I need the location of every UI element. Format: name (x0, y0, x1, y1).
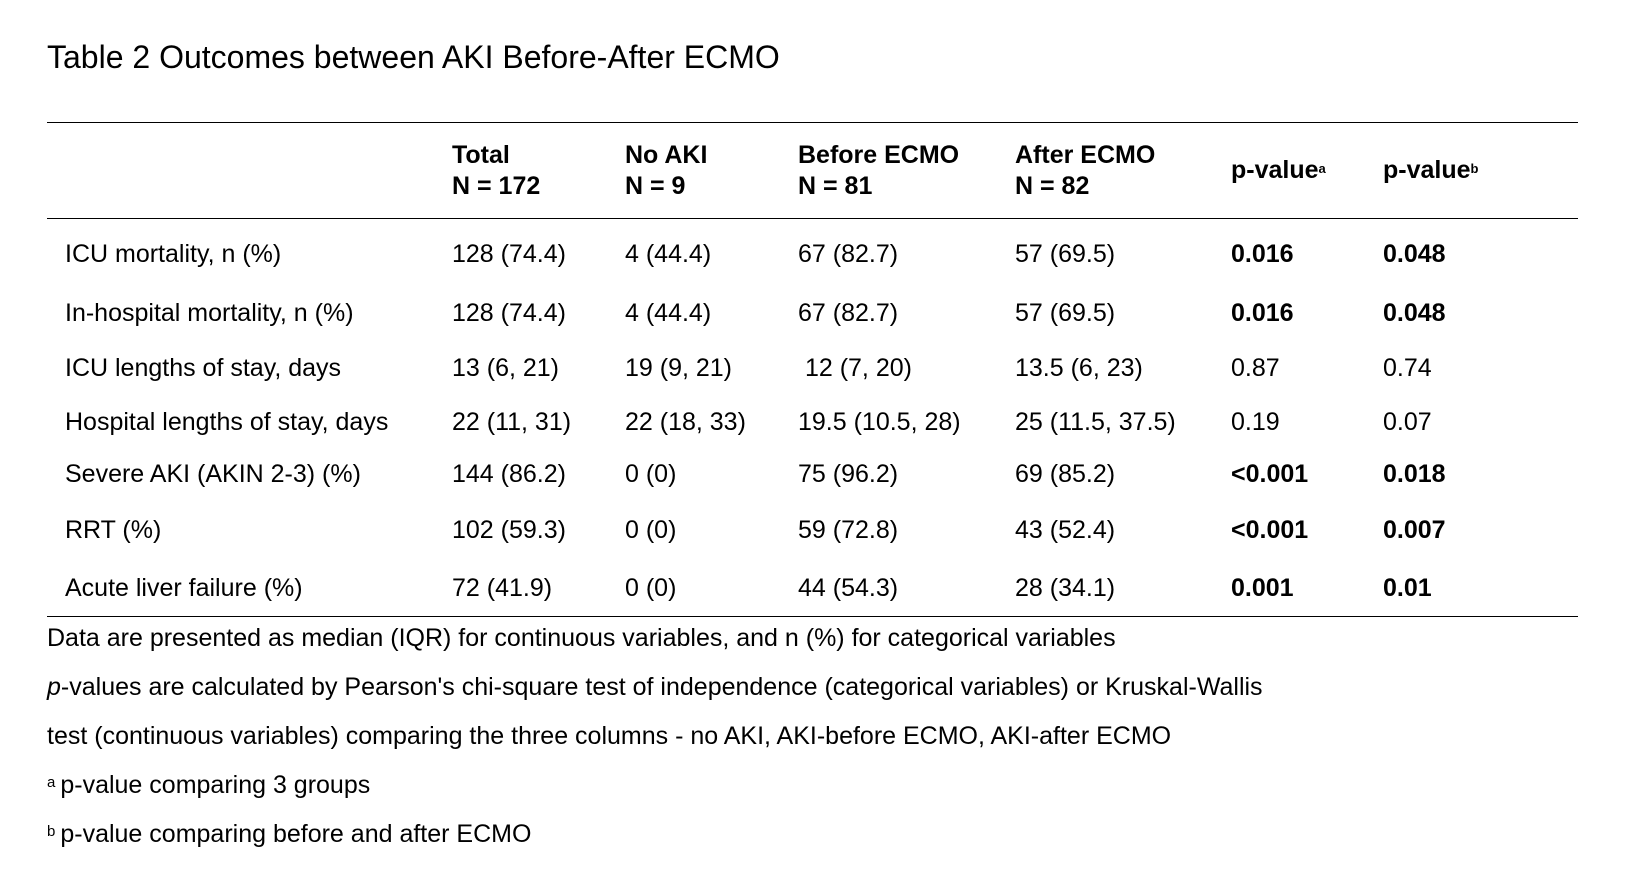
note-p-italic: p (47, 673, 61, 701)
outcomes-table-container: Total N = 172 No AKI N = 9 Before ECMO N… (47, 122, 1578, 617)
cell-p-value-a: 0.87 (1231, 354, 1280, 382)
cell-total: 22 (11, 31) (452, 407, 572, 436)
table-caption: Table 2 Outcomes between AKI Before-Afte… (47, 39, 780, 75)
cell-after-ecmo: 28 (34.1) (1015, 573, 1116, 602)
row-label: RRT (%) (65, 516, 162, 544)
footnote-a-text: p-value comparing 3 groups (60, 771, 371, 799)
footnote-b-mark: b (47, 823, 56, 840)
row-label: Acute liver failure (%) (65, 573, 303, 602)
header-total: Total N = 172 (452, 140, 541, 200)
cell-before-ecmo: 59 (72.8) (798, 516, 899, 544)
cell-p-value-b: 0.07 (1383, 407, 1432, 436)
cell-total: 13 (6, 21) (452, 354, 560, 382)
row-label: ICU mortality, n (%) (65, 239, 282, 268)
footnote-mark-b: b (1470, 161, 1479, 176)
cell-total: 128 (74.4) (452, 298, 566, 327)
cell-p-value-a: 0.19 (1231, 407, 1280, 436)
cell-before-ecmo: 12 (7, 20) (798, 354, 912, 382)
header-p-value-b: p-valueb (1383, 156, 1479, 184)
footnote-a-mark: a (47, 774, 56, 791)
cell-p-value-a: 0.001 (1231, 573, 1294, 602)
header-no-aki: No AKI N = 9 (625, 140, 708, 200)
cell-total: 72 (41.9) (452, 573, 553, 602)
header-p-value-a: p-valuea (1231, 156, 1326, 184)
table-row: ICU mortality, n (%) 128 (74.4) 4 (44.4)… (47, 219, 1578, 286)
note-tests: test (continuous variables) comparing th… (47, 722, 1172, 750)
header-variable (47, 123, 452, 219)
cell-no-aki: 0 (0) (625, 516, 677, 544)
row-label: Hospital lengths of stay, days (65, 407, 389, 436)
cell-p-value-b: 0.018 (1383, 460, 1446, 488)
cell-no-aki: 0 (0) (625, 460, 677, 488)
footnote-b-text: p-value comparing before and after ECMO (60, 820, 532, 848)
table-row: RRT (%) 102 (59.3) 0 (0) 59 (72.8) 43 (5… (47, 501, 1578, 560)
table-row: In-hospital mortality, n (%) 128 (74.4) … (47, 285, 1578, 341)
table-row: Hospital lengths of stay, days 22 (11, 3… (47, 396, 1578, 448)
footnote-mark-a: a (1318, 161, 1326, 176)
cell-before-ecmo: 67 (82.7) (798, 239, 899, 268)
cell-before-ecmo: 67 (82.7) (798, 298, 899, 327)
cell-after-ecmo: 69 (85.2) (1015, 460, 1116, 488)
cell-p-value-b: 0.048 (1383, 298, 1446, 327)
header-after-ecmo: After ECMO N = 82 (1015, 140, 1156, 200)
outcomes-table: Total N = 172 No AKI N = 9 Before ECMO N… (47, 122, 1578, 617)
cell-p-value-b: 0.048 (1383, 239, 1446, 268)
cell-total: 128 (74.4) (452, 239, 566, 268)
cell-no-aki: 19 (9, 21) (625, 354, 733, 382)
cell-after-ecmo: 57 (69.5) (1015, 239, 1116, 268)
cell-after-ecmo: 25 (11.5, 37.5) (1015, 407, 1176, 436)
row-label: ICU lengths of stay, days (65, 354, 342, 382)
cell-p-value-a: 0.016 (1231, 239, 1294, 268)
cell-after-ecmo: 43 (52.4) (1015, 516, 1116, 544)
cell-p-value-a: <0.001 (1231, 516, 1309, 544)
cell-total: 144 (86.2) (452, 460, 566, 488)
note-data-presentation: Data are presented as median (IQR) for c… (47, 624, 1116, 652)
cell-before-ecmo: 44 (54.3) (798, 573, 899, 602)
cell-after-ecmo: 57 (69.5) (1015, 298, 1116, 327)
row-label: Severe AKI (AKIN 2-3) (%) (65, 460, 361, 488)
cell-no-aki: 0 (0) (625, 573, 677, 602)
cell-after-ecmo: 13.5 (6, 23) (1015, 354, 1143, 382)
cell-p-value-b: 0.01 (1383, 573, 1432, 602)
note-p-values: p-values are calculated by Pearson's chi… (47, 663, 1263, 712)
row-label: In-hospital mortality, n (%) (65, 298, 354, 327)
table-row: Acute liver failure (%) 72 (41.9) 0 (0) … (47, 560, 1578, 617)
cell-p-value-a: 0.016 (1231, 298, 1294, 327)
cell-total: 102 (59.3) (452, 516, 566, 544)
table-row: ICU lengths of stay, days 13 (6, 21) 19 … (47, 341, 1578, 396)
table-row: Severe AKI (AKIN 2-3) (%) 144 (86.2) 0 (… (47, 448, 1578, 501)
cell-before-ecmo: 19.5 (10.5, 28) (798, 407, 961, 436)
cell-no-aki: 4 (44.4) (625, 239, 712, 268)
table-header-row: Total N = 172 No AKI N = 9 Before ECMO N… (47, 122, 1578, 219)
cell-p-value-a: <0.001 (1231, 460, 1309, 488)
cell-no-aki: 4 (44.4) (625, 298, 712, 327)
table-notes: Data are presented as median (IQR) for c… (47, 614, 1263, 859)
footnote-b: b p-value comparing before and after ECMO (47, 810, 1263, 859)
cell-before-ecmo: 75 (96.2) (798, 460, 899, 488)
cell-no-aki: 22 (18, 33) (625, 407, 746, 436)
note-p-rest: -values are calculated by Pearson's chi-… (60, 673, 1263, 701)
cell-p-value-b: 0.007 (1383, 516, 1446, 544)
header-before-ecmo: Before ECMO N = 81 (798, 140, 960, 200)
footnote-a: a p-value comparing 3 groups (47, 761, 1263, 810)
cell-p-value-b: 0.74 (1383, 354, 1432, 382)
